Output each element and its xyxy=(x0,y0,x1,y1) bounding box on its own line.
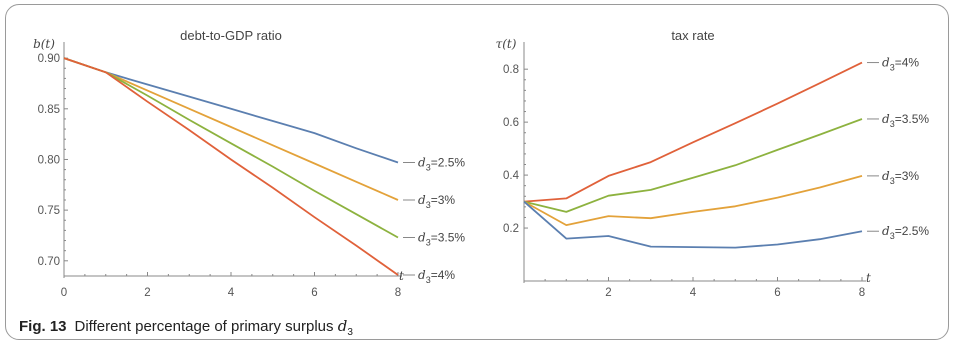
series-line xyxy=(63,57,399,201)
legend-var: d xyxy=(418,268,426,282)
figure-frame xyxy=(5,4,949,340)
y-tick-label: 0.2 xyxy=(503,223,519,235)
x-axis-label: t xyxy=(866,271,871,285)
x-tick-label: 4 xyxy=(690,287,697,299)
legend-subscript: 3 xyxy=(426,275,431,285)
x-tick-label: 6 xyxy=(311,287,317,299)
series-line xyxy=(63,57,399,239)
y-tick-label: 0.70 xyxy=(38,256,60,268)
legend-label: d3=3.5% xyxy=(882,112,929,129)
series-line xyxy=(523,200,863,249)
legend-value: =3% xyxy=(895,169,920,183)
y-tick-label: 0.4 xyxy=(503,170,520,182)
legend-label: d3=4% xyxy=(418,268,455,285)
legend-var: d xyxy=(882,56,890,70)
legend-subscript: 3 xyxy=(426,163,431,173)
legend-value: =3.5% xyxy=(895,112,930,126)
x-tick-label: 2 xyxy=(144,287,150,299)
legend-value: =4% xyxy=(431,268,456,282)
x-tick-label: 2 xyxy=(605,287,611,299)
legend-subscript: 3 xyxy=(890,176,895,186)
legend-subscript: 3 xyxy=(890,231,895,241)
legend-value: =4% xyxy=(895,56,920,70)
legend-label: d3=3% xyxy=(418,193,455,210)
legend-var: d xyxy=(418,156,426,170)
legend-subscript: 3 xyxy=(426,237,431,247)
chart-title: debt-to-GDP ratio xyxy=(180,28,282,43)
figure-caption: Fig. 13 Different percentage of primary s… xyxy=(19,317,353,338)
y-tick-label: 0.6 xyxy=(503,117,519,129)
x-tick-label: 6 xyxy=(774,287,780,299)
caption-label: Fig. 13 xyxy=(19,318,67,335)
caption-variable: d xyxy=(337,317,348,335)
caption-variable-subscript: 3 xyxy=(347,327,353,338)
y-tick-label: 0.90 xyxy=(38,53,60,65)
x-tick-label: 4 xyxy=(228,287,235,299)
legend-label: d3=3% xyxy=(882,169,919,186)
legend-label: d3=4% xyxy=(882,56,919,73)
legend-label: d3=2.5% xyxy=(882,224,929,241)
series-line xyxy=(63,57,399,164)
legend-label: d3=2.5% xyxy=(418,156,465,173)
x-tick-label: 0 xyxy=(61,287,67,299)
legend-subscript: 3 xyxy=(890,63,895,73)
chart-panel-1: debt-to-GDP ratio b(t) t 0.70 0.75 0.80 0.85 0.… xyxy=(33,28,465,299)
x-axis-label: t xyxy=(399,269,404,283)
chart-title: tax rate xyxy=(671,28,714,43)
y-axis-label: τ(t) xyxy=(496,37,517,51)
legend-subscript: 3 xyxy=(426,200,431,210)
y-tick-label: 0.80 xyxy=(38,154,60,166)
legend-label: d3=3.5% xyxy=(418,230,465,247)
series-line xyxy=(63,57,399,276)
y-tick-label: 0.75 xyxy=(38,205,60,217)
caption-text: Different percentage of primary surplus xyxy=(74,318,338,335)
legend-subscript: 3 xyxy=(890,119,895,129)
legend-value: =3% xyxy=(431,193,456,207)
series-line xyxy=(523,61,863,203)
legend-value: =2.5% xyxy=(431,156,466,170)
x-tick-label: 8 xyxy=(395,287,401,299)
y-axis-label: b(t) xyxy=(33,37,55,51)
x-tick-label: 8 xyxy=(859,287,865,299)
legend-value: =3.5% xyxy=(431,230,466,244)
legend-var: d xyxy=(882,112,890,126)
legend-var: d xyxy=(882,224,890,238)
series-line xyxy=(523,175,863,227)
legend-var: d xyxy=(882,169,890,183)
legend-var: d xyxy=(418,230,426,244)
legend-var: d xyxy=(418,193,426,207)
y-tick-label: 0.85 xyxy=(38,104,60,116)
series-line xyxy=(523,118,863,213)
legend-value: =2.5% xyxy=(895,224,930,238)
y-tick-label: 0.8 xyxy=(503,64,519,76)
